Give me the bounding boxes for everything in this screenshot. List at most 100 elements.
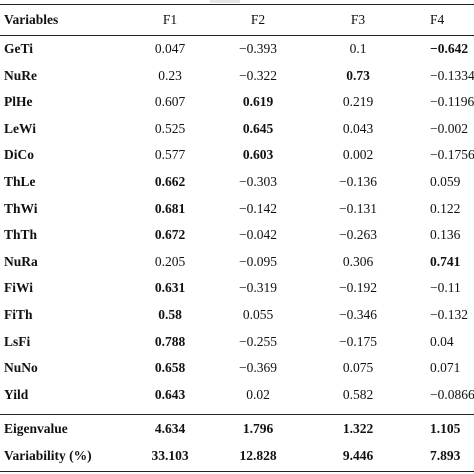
summary-cell-f3: 9.446 <box>342 448 374 463</box>
loading-cell-f1: 0.525 <box>154 120 186 136</box>
loading-cell-f2: −0.303 <box>239 174 277 189</box>
loading-cell-f4: −0.1756 <box>430 147 474 163</box>
loading-cell-f3: 0.1 <box>349 41 367 56</box>
header-f3: F3 <box>350 12 366 27</box>
loading-cell-f4: −0.642 <box>430 41 469 56</box>
table-row: LsFi 0.788 −0.255 −0.175 0.04 <box>0 329 474 355</box>
table-row: GeTi 0.047 −0.393 0.1 −0.642 <box>0 36 474 62</box>
loading-cell-f3: 0.002 <box>342 147 374 163</box>
loading-cell-f2: −0.095 <box>239 253 277 269</box>
loading-cell-f2: 0.02 <box>246 386 270 402</box>
table-row: NuRa 0.205 −0.095 0.306 0.741 <box>0 249 474 275</box>
loading-cell-f3: −0.136 <box>339 174 377 189</box>
loading-cell-f1: 0.788 <box>154 333 186 349</box>
summary-cell-f4: 1.105 <box>430 421 461 436</box>
loading-cell-f3: 0.219 <box>342 94 374 110</box>
summary-cell-f2: 12.828 <box>239 448 277 463</box>
row-variable-label: FiTh <box>4 307 33 322</box>
loading-cell-f4: −0.1196 <box>430 94 474 110</box>
row-variable-label: FiWi <box>4 280 34 296</box>
loading-cell-f4: −0.132 <box>430 307 468 322</box>
loading-cell-f4: −0.1334 <box>430 67 474 83</box>
loading-cell-f4: −0.002 <box>430 120 468 136</box>
row-variable-label: ThLe <box>4 174 36 189</box>
header-rule <box>0 35 474 36</box>
loading-cell-f3: 0.075 <box>342 360 374 376</box>
header-f4: F4 <box>430 12 445 27</box>
loading-cell-f4: 0.04 <box>430 333 454 349</box>
cropped-caption-fragment <box>210 0 240 3</box>
row-variable-label: ThWi <box>4 200 38 216</box>
loading-cell-f2: −0.042 <box>239 227 277 243</box>
table-header-row: Variables F1 F2 F3 F4 <box>0 7 474 33</box>
row-variable-label: DiCo <box>4 147 34 163</box>
loading-cell-f4: −0.0866 <box>430 386 474 402</box>
loading-cell-f3: 0.043 <box>342 120 374 136</box>
row-variable-label: NuRe <box>4 67 37 83</box>
table-row: ThWi 0.681 −0.142 −0.131 0.122 <box>0 196 474 222</box>
loading-cell-f4: 0.059 <box>430 174 461 189</box>
loading-cell-f3: −0.263 <box>339 227 377 243</box>
summary-label: Eigenvalue <box>4 421 68 436</box>
row-variable-label: GeTi <box>4 41 34 56</box>
summary-cell-f1: 33.103 <box>151 448 189 463</box>
table-row: PlHe 0.607 0.619 0.219 −0.1196 <box>0 89 474 115</box>
loading-cell-f2: −0.393 <box>239 41 277 56</box>
loading-cell-f1: 0.23 <box>158 67 182 83</box>
loading-cell-f1: 0.205 <box>154 253 186 269</box>
table-row: NuRe 0.23 −0.322 0.73 −0.1334 <box>0 63 474 89</box>
loading-cell-f4: 0.071 <box>430 360 461 376</box>
row-variable-label: NuNo <box>4 360 38 376</box>
summary-cell-f3: 1.322 <box>342 421 374 436</box>
loading-cell-f4: −0.11 <box>430 280 461 296</box>
row-variable-label: Yild <box>4 386 29 402</box>
loading-cell-f3: −0.346 <box>339 307 377 322</box>
loading-cell-f1: 0.58 <box>158 307 182 322</box>
row-variable-label: LeWi <box>4 120 37 136</box>
table-row: DiCo 0.577 0.603 0.002 −0.1756 <box>0 142 474 168</box>
table-row: NuNo 0.658 −0.369 0.075 0.071 <box>0 355 474 381</box>
summary-rule <box>0 414 474 415</box>
table-row: FiWi 0.631 −0.319 −0.192 −0.11 <box>0 275 474 301</box>
row-variable-label: LsFi <box>4 333 31 349</box>
loading-cell-f3: 0.306 <box>342 253 374 269</box>
row-variable-label: PlHe <box>4 94 33 110</box>
table-top-rule <box>0 4 474 5</box>
row-variable-label: NuRa <box>4 253 38 269</box>
loading-cell-f1: 0.643 <box>154 386 186 402</box>
loading-cell-f2: −0.369 <box>239 360 277 376</box>
loading-cell-f1: 0.658 <box>154 360 186 376</box>
loading-cell-f4: 0.136 <box>430 227 461 243</box>
summary-label: Variability (%) <box>4 448 92 463</box>
loading-cell-f1: 0.662 <box>154 174 186 189</box>
table-row: ThTh 0.672 −0.042 −0.263 0.136 <box>0 222 474 248</box>
loading-cell-f2: 0.055 <box>242 307 274 322</box>
table-row: ThLe 0.662 −0.303 −0.136 0.059 <box>0 169 474 195</box>
loading-cell-f1: 0.672 <box>154 227 186 243</box>
loading-cell-f1: 0.681 <box>154 200 186 216</box>
eigenvalue-row: Eigenvalue 4.634 1.796 1.322 1.105 <box>0 416 474 442</box>
table-row: Yild 0.643 0.02 0.582 −0.0866 <box>0 382 474 408</box>
loading-cell-f2: −0.255 <box>239 333 277 349</box>
loading-cell-f1: 0.631 <box>154 280 186 296</box>
loading-cell-f2: −0.322 <box>239 67 277 83</box>
loading-cell-f3: −0.192 <box>339 280 377 296</box>
table-row: FiTh 0.58 0.055 −0.346 −0.132 <box>0 302 474 328</box>
loading-cell-f2: −0.319 <box>239 280 277 296</box>
loading-cell-f2: −0.142 <box>239 200 277 216</box>
header-variables: Variables <box>4 12 59 27</box>
loading-cell-f3: −0.131 <box>339 200 377 216</box>
loading-cell-f1: 0.607 <box>154 94 186 110</box>
summary-cell-f4: 7.893 <box>430 448 461 463</box>
loading-cell-f2: 0.645 <box>242 120 274 136</box>
loading-cell-f1: 0.577 <box>154 147 186 163</box>
header-f2: F2 <box>250 12 266 27</box>
summary-cell-f1: 4.634 <box>154 421 186 436</box>
loading-cell-f3: 0.73 <box>346 67 370 83</box>
row-variable-label: ThTh <box>4 227 38 243</box>
loading-cell-f3: 0.582 <box>342 386 374 402</box>
table-row: LeWi 0.525 0.645 0.043 −0.002 <box>0 116 474 142</box>
table-bottom-rule <box>0 471 474 472</box>
loading-cell-f2: 0.603 <box>242 147 274 163</box>
